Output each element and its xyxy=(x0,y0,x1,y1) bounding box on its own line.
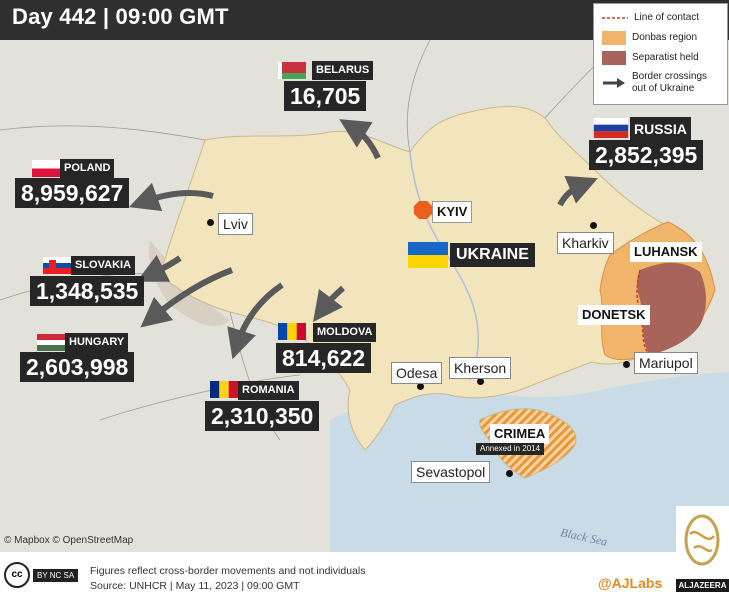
legend-line-of-contact: Line of contact xyxy=(602,12,699,24)
footer: cc BY NC SA Figures reflect cross-border… xyxy=(0,552,729,592)
count-slovakia: 1,348,535 xyxy=(30,276,145,306)
aljazeera-wordmark: ALJAZEERA xyxy=(676,579,729,592)
moldova-flag-icon xyxy=(278,323,306,340)
poland-flag-icon xyxy=(32,160,60,177)
city-label-kyiv: KYIV xyxy=(432,201,473,223)
arrow-to-belarus xyxy=(339,119,381,160)
donbas-swatch-icon xyxy=(602,31,626,45)
count-poland: 8,959,627 xyxy=(15,178,130,208)
legend-donbas: Donbas region xyxy=(602,31,697,45)
legend-label: Border crossings out of Ukraine xyxy=(632,71,707,94)
lviv-dot xyxy=(207,219,214,226)
ukraine-flag-icon xyxy=(408,242,448,268)
country-name-poland: POLAND xyxy=(60,159,115,178)
city-label-lviv: Lviv xyxy=(218,213,253,235)
country-name-ukraine: UKRAINE xyxy=(450,243,535,267)
city-label-kherson: Kherson xyxy=(449,357,512,379)
kharkiv-dot xyxy=(590,222,597,229)
legend-label: Line of contact xyxy=(634,12,700,23)
city-label-kharkiv: Kharkiv xyxy=(557,232,614,254)
count-moldova: 814,622 xyxy=(276,343,372,373)
crimea-annexed-note: Annexed in 2014 xyxy=(476,443,545,455)
country-name-moldova: MOLDOVA xyxy=(313,323,377,342)
odesa-dot xyxy=(417,383,424,390)
separatist-region xyxy=(637,262,706,355)
dashed-line-icon xyxy=(602,17,628,19)
aljazeera-logo: ALJAZEERA xyxy=(676,506,729,592)
cc-sub-label: BY NC SA xyxy=(33,568,79,582)
country-name-russia: RUSSIA xyxy=(630,117,691,141)
legend-label: Separatist held xyxy=(632,52,699,64)
map-credit: © Mapbox © OpenStreetMap xyxy=(4,535,134,546)
kherson-dot xyxy=(477,378,484,385)
city-label-mariupol: Mariupol xyxy=(634,352,698,374)
legend-label-line2: out of Ukraine xyxy=(632,82,695,94)
arrow-to-hungary xyxy=(140,267,234,328)
legend-separatist: Separatist held xyxy=(602,51,699,65)
city-label-odesa: Odesa xyxy=(391,362,443,384)
country-name-slovakia: SLOVAKIA xyxy=(71,256,136,275)
sevastopol-dot xyxy=(506,470,513,477)
count-hungary: 2,603,998 xyxy=(20,352,135,382)
arrow-to-poland xyxy=(128,182,214,211)
region-label-crimea: CRIMEA xyxy=(490,424,550,444)
hungary-flag-icon xyxy=(37,334,65,351)
region-label-donetsk: DONETSK xyxy=(578,305,650,325)
ajlabs-handle: @AJLabs xyxy=(598,575,663,591)
kyiv-marker-icon xyxy=(414,201,432,219)
arrow-to-slovakia xyxy=(136,254,182,282)
page-title: Day 442 | 09:00 GMT xyxy=(12,4,229,29)
romania-flag-icon xyxy=(210,381,238,398)
legend: Line of contact Donbas region Separatist… xyxy=(593,3,728,105)
slovakia-flag-icon xyxy=(43,257,71,274)
border-crossing-arrows xyxy=(128,119,598,360)
footer-source: Source: UNHCR | May 11, 2023 | 09:00 GMT xyxy=(90,580,300,592)
count-russia: 2,852,395 xyxy=(589,140,704,170)
country-name-belarus: BELARUS xyxy=(312,61,374,80)
mariupol-dot xyxy=(623,361,630,368)
count-romania: 2,310,350 xyxy=(205,401,320,431)
belarus-flag-icon xyxy=(278,62,306,79)
arrow-to-romania xyxy=(227,282,284,360)
legend-label: Donbas region xyxy=(632,32,698,44)
arrow-to-moldova xyxy=(312,285,345,322)
count-belarus: 16,705 xyxy=(284,81,367,111)
arrow-to-russia xyxy=(557,175,598,207)
city-label-sevastopol: Sevastopol xyxy=(411,461,491,483)
cc-license-badge: cc BY NC SA xyxy=(4,562,79,588)
aljazeera-emblem-icon xyxy=(684,514,720,566)
footer-note: Figures reflect cross-border movements a… xyxy=(90,565,366,577)
arrow-icon xyxy=(603,77,625,88)
russia-flag-icon xyxy=(593,118,629,138)
separatist-swatch-icon xyxy=(602,51,626,65)
region-label-luhansk: LUHANSK xyxy=(630,242,702,262)
legend-border-crossings: Border crossings out of Ukraine xyxy=(602,71,707,94)
country-name-romania: ROMANIA xyxy=(238,381,299,400)
cc-icon: cc xyxy=(4,562,30,588)
legend-label-line1: Border crossings xyxy=(632,71,708,82)
country-name-hungary: HUNGARY xyxy=(65,333,129,352)
